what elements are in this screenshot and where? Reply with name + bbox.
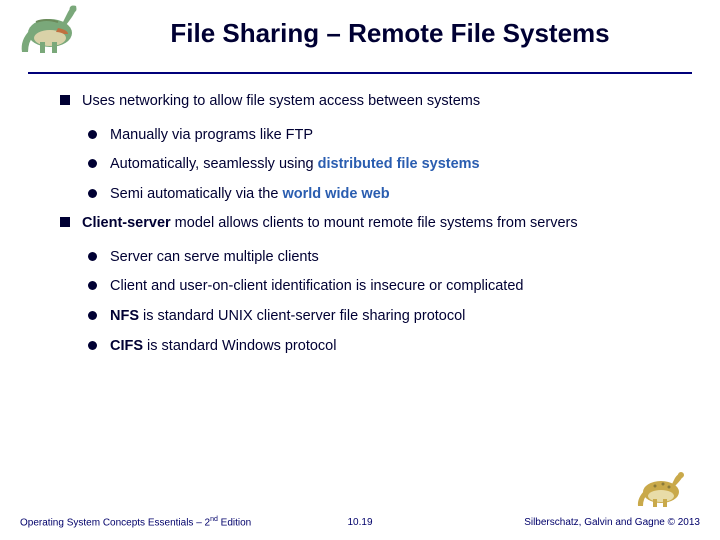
bullet-level-2: Automatically, seamlessly using distribu… xyxy=(88,155,690,175)
square-bullet-icon xyxy=(60,95,70,105)
bullet-level-2: Semi automatically via the world wide we… xyxy=(88,185,690,205)
square-bullet-icon xyxy=(60,217,70,227)
bullet-text: Uses networking to allow file system acc… xyxy=(82,92,690,112)
dinosaur-right-icon xyxy=(635,468,690,508)
circle-bullet-icon xyxy=(88,311,97,320)
circle-bullet-icon xyxy=(88,189,97,198)
bullet-text: Server can serve multiple clients xyxy=(110,248,690,268)
text-run: Semi automatically via the xyxy=(110,186,282,202)
text-run: distributed file systems xyxy=(318,156,480,172)
bullet-text: Semi automatically via the world wide we… xyxy=(110,185,690,205)
bullet-text: CIFS is standard Windows protocol xyxy=(110,337,690,357)
circle-bullet-icon xyxy=(88,281,97,290)
header: File Sharing – Remote File Systems xyxy=(0,0,720,68)
circle-bullet-icon xyxy=(88,130,97,139)
text-run: Manually via programs like FTP xyxy=(110,127,313,143)
bullet-level-2: Client and user-on-client identification… xyxy=(88,277,690,297)
bullet-level-1: Uses networking to allow file system acc… xyxy=(60,92,690,112)
content-area: Uses networking to allow file system acc… xyxy=(0,74,720,356)
bullet-text: Automatically, seamlessly using distribu… xyxy=(110,155,690,175)
text-run: Client-server xyxy=(82,215,171,231)
bullet-text: NFS is standard UNIX client-server file … xyxy=(110,307,690,327)
text-run: Uses networking to allow file system acc… xyxy=(82,93,480,109)
bullet-level-2: NFS is standard UNIX client-server file … xyxy=(88,307,690,327)
bullet-text: Client-server model allows clients to mo… xyxy=(82,214,690,234)
text-run: world wide web xyxy=(282,186,389,202)
slide: File Sharing – Remote File Systems Uses … xyxy=(0,0,720,540)
text-run: CIFS xyxy=(110,338,143,354)
text-run: NFS xyxy=(110,308,139,324)
bullet-level-2: CIFS is standard Windows protocol xyxy=(88,337,690,357)
text-run: Automatically, seamlessly using xyxy=(110,156,318,172)
bullet-level-2: Server can serve multiple clients xyxy=(88,248,690,268)
text-run: Client and user-on-client identification… xyxy=(110,278,523,294)
bullet-text: Manually via programs like FTP xyxy=(110,126,690,146)
dinosaur-left-icon xyxy=(18,0,88,55)
text-run: is standard UNIX client-server file shar… xyxy=(139,308,465,324)
bullet-level-1: Client-server model allows clients to mo… xyxy=(60,214,690,234)
slide-title: File Sharing – Remote File Systems xyxy=(20,8,720,49)
footer: Operating System Concepts Essentials – 2… xyxy=(0,490,720,530)
circle-bullet-icon xyxy=(88,341,97,350)
footer-copyright: Silberschatz, Galvin and Gagne © 2013 xyxy=(524,517,700,528)
text-run: Server can serve multiple clients xyxy=(110,249,319,265)
text-run: is standard Windows protocol xyxy=(143,338,336,354)
circle-bullet-icon xyxy=(88,252,97,261)
bullet-text: Client and user-on-client identification… xyxy=(110,277,690,297)
text-run: model allows clients to mount remote fil… xyxy=(171,215,578,231)
circle-bullet-icon xyxy=(88,159,97,168)
bullet-level-2: Manually via programs like FTP xyxy=(88,126,690,146)
